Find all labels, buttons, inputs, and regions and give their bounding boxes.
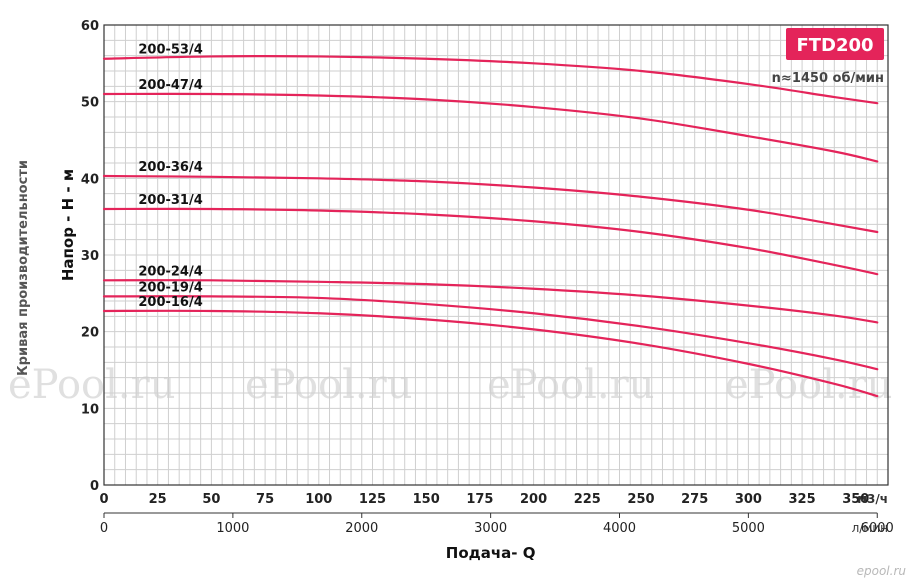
corner-watermark: epool.ru	[857, 564, 907, 578]
y-tick-label: 60	[81, 19, 99, 34]
curve-labels: 200-53/4 200-47/4 200-36/4 200-31/4 200-24/4…	[138, 43, 202, 310]
curves	[102, 55, 879, 398]
x2-tick-label: 0	[100, 521, 108, 536]
x-tick-label: 275	[681, 492, 708, 507]
curve-200-31-4	[102, 207, 879, 276]
curve-label: 200-36/4	[138, 160, 202, 175]
x-axis-title: Подача- Q	[446, 544, 536, 562]
x2-tick-label: 5000	[732, 521, 765, 536]
x-tick-label: 250	[627, 492, 654, 507]
x-tick-label: 75	[256, 492, 274, 507]
x-tick-label: 300	[735, 492, 762, 507]
curve-200-47-4	[102, 92, 879, 163]
y-tick-label: 50	[81, 96, 99, 111]
x-tick-label: 125	[359, 492, 386, 507]
x-tick-label: 225	[574, 492, 601, 507]
x-tick-label: 350	[842, 492, 869, 507]
x2-tick-label: 6000	[861, 521, 894, 536]
speed-note: n≈1450 об/мин	[772, 71, 884, 86]
model-badge: FTD200	[796, 35, 873, 56]
curve-200-16-4	[102, 309, 879, 398]
x-tick-label: 25	[149, 492, 167, 507]
y-tick-label: 10	[81, 402, 99, 417]
plot-frame	[103, 24, 889, 486]
side-title: Кривая производительности	[16, 160, 31, 376]
y-tick-label: 30	[81, 249, 99, 264]
curve-200-53-4	[102, 55, 879, 105]
curve-label: 200-53/4	[138, 43, 202, 58]
curve-200-19-4	[102, 295, 879, 371]
watermark-layer: ePool.ru ePool.ru ePool.ru ePool.ru	[8, 362, 893, 408]
x2-tick-label: 4000	[603, 521, 636, 536]
curve-label: 200-16/4	[138, 295, 202, 310]
curve-label: 200-31/4	[138, 193, 202, 208]
y-axis-title: Напор - H - м	[59, 169, 77, 281]
x-tick-label: 100	[305, 492, 332, 507]
x-tick-label: 200	[520, 492, 547, 507]
curve-label: 200-19/4	[138, 280, 202, 295]
y-tick-label: 20	[81, 326, 99, 341]
curve-200-36-4	[102, 174, 879, 234]
watermark-text: ePool.ru	[725, 362, 893, 408]
curve-label: 200-24/4	[138, 264, 202, 279]
x-tick-label: 50	[202, 492, 220, 507]
x-tick-label: 150	[413, 492, 440, 507]
x-tick-label: 325	[789, 492, 816, 507]
model-badge-background	[786, 28, 884, 60]
x2-tick-label: 2000	[345, 521, 378, 536]
curve-label: 200-47/4	[138, 78, 202, 93]
ticks: 0 10 20 30 40 50 60 0 25 50 75 100 125 150 175 200 225 25…	[81, 19, 894, 536]
y-tick-label: 0	[90, 479, 99, 494]
curve-200-24-4	[102, 279, 879, 324]
grid	[103, 24, 889, 486]
watermark-text: ePool.ru	[487, 362, 655, 408]
x2-tick-label: 1000	[216, 521, 249, 536]
x-axis-unit-m3h: м3/ч	[857, 492, 888, 506]
watermark-text: ePool.ru	[245, 362, 413, 408]
x-tick-label: 175	[466, 492, 493, 507]
x-axis-unit-lmin: л/мин	[852, 521, 888, 535]
x2-tick-label: 3000	[474, 521, 507, 536]
x-tick-label: 0	[99, 492, 108, 507]
y-tick-label: 40	[81, 172, 99, 187]
watermark-text: ePool.ru	[8, 362, 176, 408]
